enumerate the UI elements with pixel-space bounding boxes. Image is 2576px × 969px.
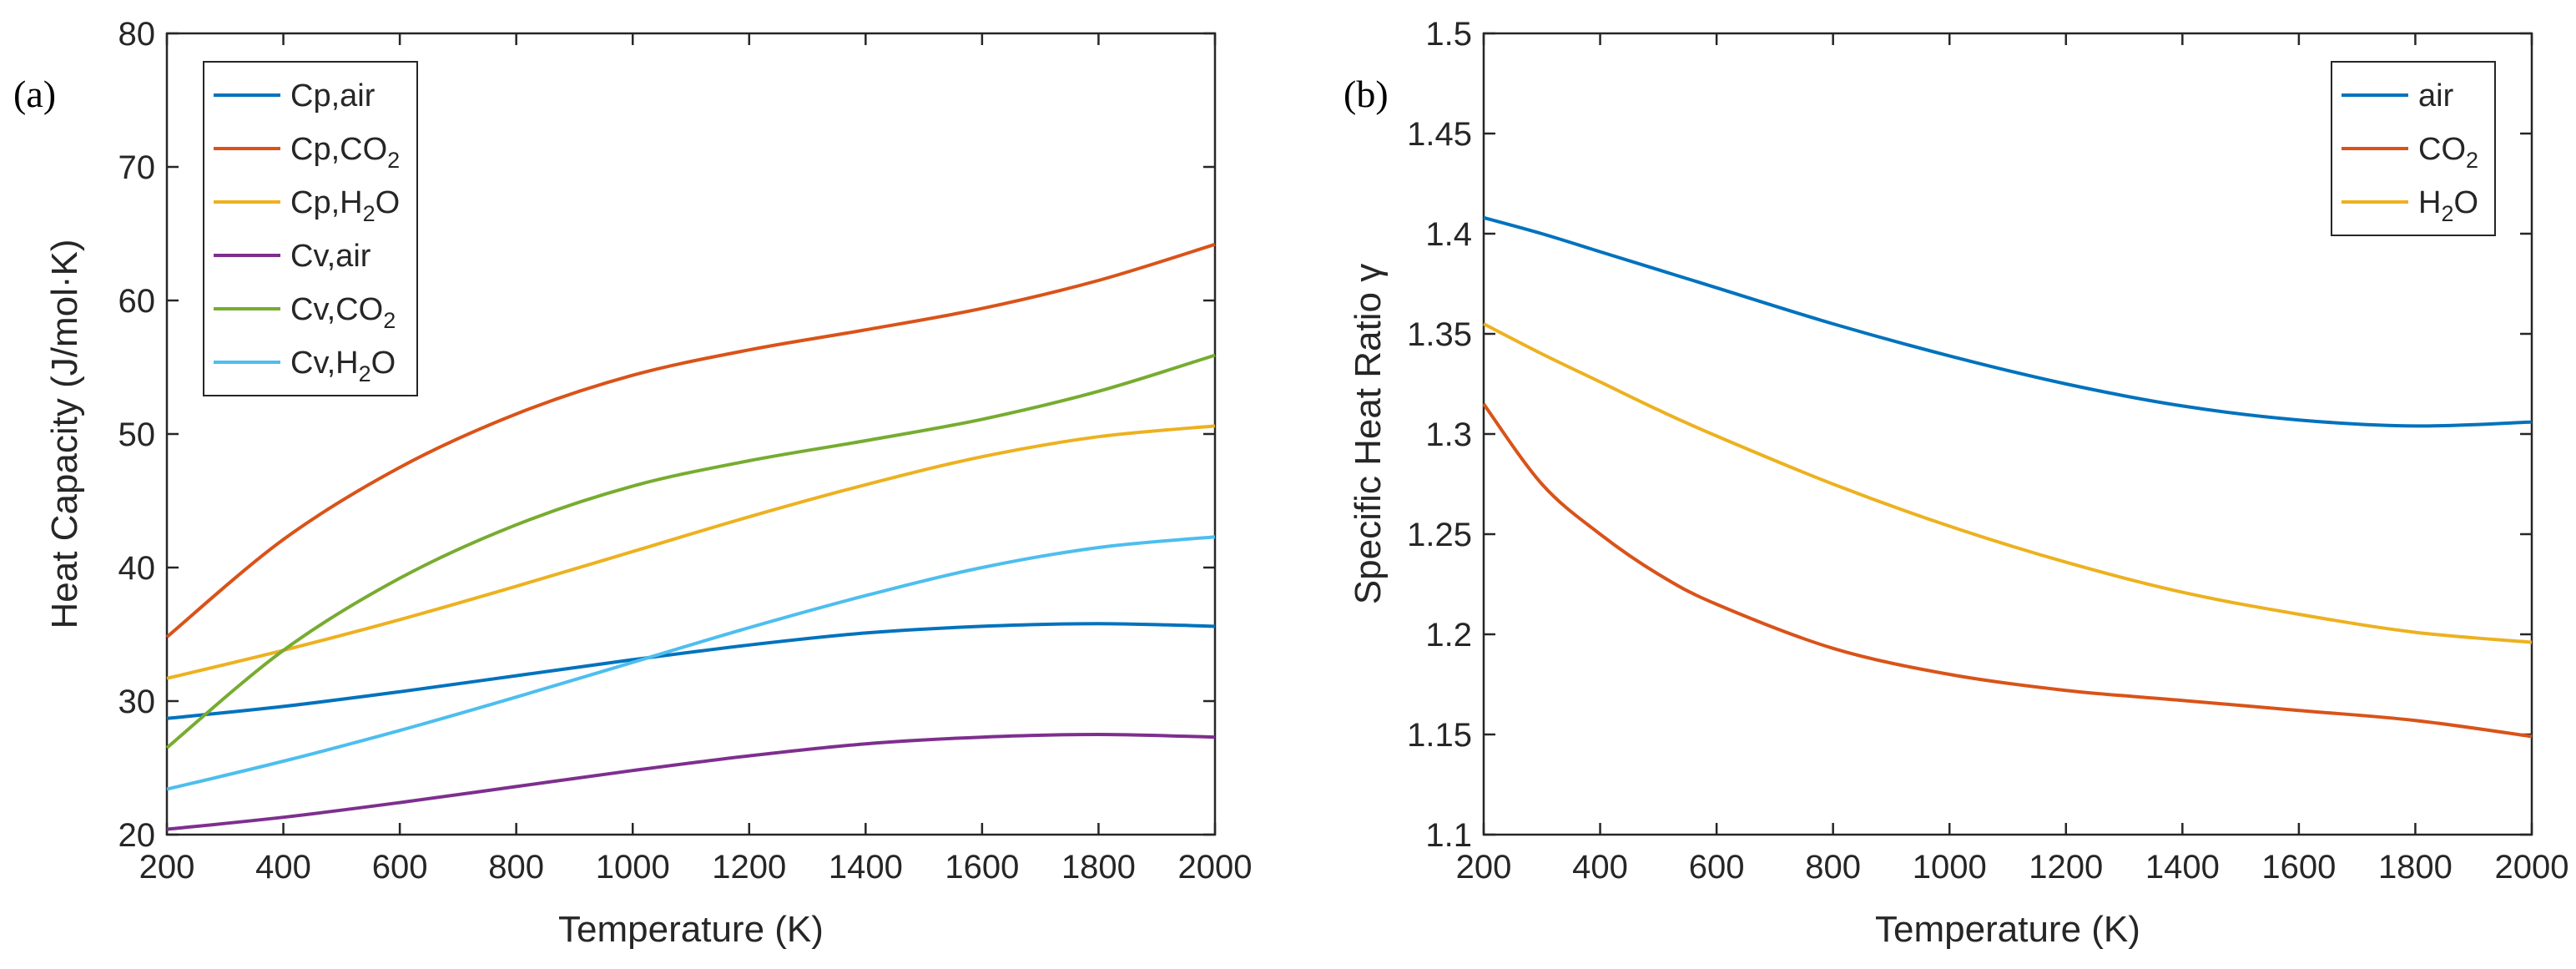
series-line-h2o <box>1483 322 2533 644</box>
panel-label: (b) <box>1343 73 1389 115</box>
y-tick-label: 70 <box>118 149 156 186</box>
legend-entry: Cp,H2O <box>290 185 400 226</box>
y-tick-label: 1.1 <box>1425 817 1472 854</box>
series-line-cp-air <box>166 622 1216 720</box>
series-line-cv-air <box>166 733 1216 831</box>
series-line-cv-h2o <box>166 535 1216 791</box>
y-axis-label: Specific Heat Ratio γ <box>1348 264 1389 604</box>
x-tick-label: 1600 <box>945 849 1019 886</box>
y-tick-label: 1.5 <box>1425 16 1472 53</box>
y-tick-label: 20 <box>118 817 156 854</box>
y-axis-label: Heat Capacity (J/mol·K) <box>44 239 85 628</box>
y-tick-label: 60 <box>118 283 156 320</box>
series-line-air <box>1483 215 2533 428</box>
legend-entry: Cv,air <box>290 239 371 274</box>
series-line-cv-co2 <box>165 353 1216 749</box>
chart-panel-b: 200 400 600 800 1000 1200 1400 1600 1800 2000 1.1 1… <box>1343 16 2568 950</box>
y-tick-label: 1.2 <box>1425 617 1472 654</box>
legend-entry: Cp,CO2 <box>290 132 400 173</box>
legend: Cp,air Cp,CO2 Cp,H2O Cv,air Cv,CO2 Cv,H2O <box>203 61 418 396</box>
x-tick-label: 800 <box>1805 849 1861 886</box>
legend-entry: Cv,CO2 <box>290 292 396 333</box>
x-tick-label: 600 <box>372 849 428 886</box>
legend-entry: Cp,air <box>290 78 376 114</box>
y-tick-label: 80 <box>118 16 156 53</box>
y-tick-label: 1.35 <box>1407 316 1472 353</box>
x-tick-label: 2000 <box>1178 849 1253 886</box>
x-tick-label: 1800 <box>1061 849 1136 886</box>
panel-label: (a) <box>13 73 56 115</box>
x-tick-label: 800 <box>488 849 544 886</box>
legend-box <box>203 61 418 396</box>
x-tick-label: 1400 <box>2145 849 2220 886</box>
y-tick-label: 50 <box>118 416 156 453</box>
x-axis-label: Temperature (K) <box>558 909 824 950</box>
x-tick-label: 1400 <box>829 849 903 886</box>
y-tick-label: 30 <box>118 684 156 720</box>
x-tick-label: 600 <box>1689 849 1745 886</box>
series-line-cp-h2o <box>166 424 1216 680</box>
x-tick-label: 1000 <box>1913 849 1987 886</box>
y-tick-label: 1.15 <box>1407 717 1472 754</box>
y-tick-label: 40 <box>118 550 156 587</box>
x-axis-label: Temperature (K) <box>1875 909 2140 950</box>
x-tick-label: 1200 <box>2029 849 2103 886</box>
x-tick-label: 200 <box>139 849 195 886</box>
legend-entry: Cv,H2O <box>290 346 396 386</box>
series-line-co2 <box>1482 402 2533 739</box>
x-tick-label: 400 <box>255 849 311 886</box>
y-tick-label: 1.3 <box>1425 416 1472 453</box>
x-tick-label: 2000 <box>2495 849 2569 886</box>
x-tick-label: 1200 <box>712 849 786 886</box>
legend-entry: air <box>2418 78 2454 114</box>
y-tick-label: 1.4 <box>1425 216 1472 253</box>
y-tick-label: 1.25 <box>1407 517 1472 553</box>
x-tick-label: 1600 <box>2261 849 2336 886</box>
x-tick-label: 1800 <box>2378 849 2452 886</box>
x-tick-label: 1000 <box>596 849 670 886</box>
x-tick-label: 400 <box>1572 849 1628 886</box>
x-tick-label: 200 <box>1456 849 1512 886</box>
chart-panel-a: 200 400 600 800 1000 1200 1400 1600 1800 2000 20 30… <box>13 16 1252 950</box>
series-line-cp-co2 <box>165 242 1216 638</box>
y-tick-label: 1.45 <box>1407 116 1472 153</box>
